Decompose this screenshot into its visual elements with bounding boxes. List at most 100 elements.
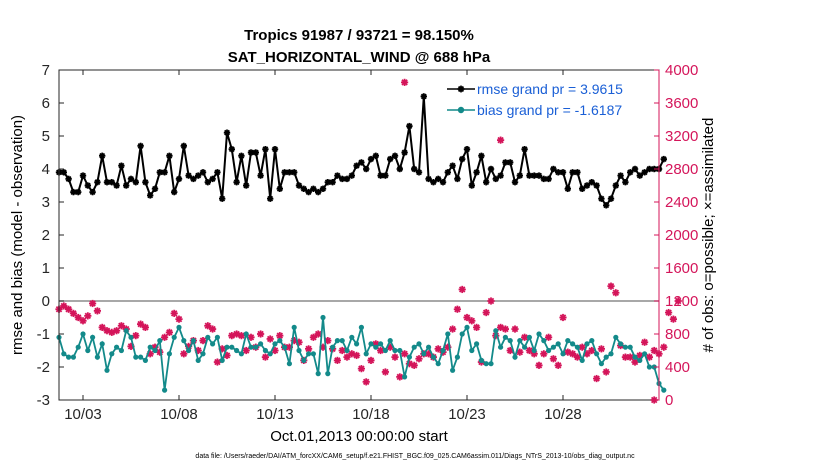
bias-point bbox=[296, 347, 302, 354]
obs-point-d2 bbox=[487, 297, 495, 305]
obs-point bbox=[353, 351, 361, 360]
obs-point bbox=[549, 355, 557, 363]
rmse-point bbox=[435, 175, 442, 183]
rmse-point-d2 bbox=[473, 169, 480, 176]
bias-point bbox=[85, 347, 91, 354]
rmse-point bbox=[190, 175, 197, 183]
rmse-point bbox=[79, 172, 87, 179]
obs-point bbox=[497, 136, 505, 144]
rmse-point bbox=[319, 185, 327, 192]
rmse-point-d2 bbox=[185, 172, 192, 179]
obs-point bbox=[98, 323, 106, 331]
bias-point bbox=[195, 357, 201, 363]
obs-point bbox=[79, 317, 87, 325]
bias-point bbox=[565, 338, 571, 344]
obs-point bbox=[410, 361, 418, 369]
obs-point-d2 bbox=[94, 307, 101, 315]
rmse-point-d2 bbox=[353, 162, 360, 169]
obs-point-d2 bbox=[511, 325, 519, 333]
rmse-point bbox=[334, 172, 341, 179]
rmse-point bbox=[607, 195, 615, 202]
obs-point-d2 bbox=[622, 353, 629, 361]
bias-point bbox=[579, 357, 585, 363]
rmse-point-d2 bbox=[310, 185, 317, 192]
right-tick-label: 2000 bbox=[665, 227, 698, 244]
bias-point bbox=[243, 331, 249, 337]
rmse-point-d2 bbox=[176, 175, 182, 182]
obs-point bbox=[458, 285, 466, 294]
legend-bias-label: bias grand pr = -1.6187 bbox=[477, 102, 622, 118]
rmse-point bbox=[406, 122, 413, 130]
rmse-point-d2 bbox=[128, 175, 134, 182]
obs-point-d2 bbox=[670, 315, 677, 323]
rmse-point bbox=[540, 175, 547, 183]
obs-point bbox=[621, 353, 629, 361]
obs-point bbox=[588, 346, 596, 355]
bias-point bbox=[603, 354, 609, 360]
rmse-point bbox=[147, 192, 154, 199]
bias-point bbox=[142, 357, 148, 363]
rmse-point-d2 bbox=[123, 182, 130, 189]
rmse-point bbox=[598, 195, 605, 202]
rmse-point-d2 bbox=[257, 172, 264, 179]
right-tick-label: 2800 bbox=[665, 161, 698, 178]
rmse-point-d2 bbox=[80, 172, 86, 179]
rmse-point bbox=[199, 169, 207, 176]
rmse-point-d2 bbox=[161, 169, 168, 176]
rmse-point-d2 bbox=[579, 185, 586, 192]
bias-point bbox=[426, 344, 432, 350]
rmse-point-d2 bbox=[531, 172, 538, 179]
rmse-point bbox=[310, 185, 317, 192]
obs-point bbox=[309, 333, 317, 341]
right-tick-label: 1200 bbox=[665, 293, 698, 310]
rmse-point bbox=[636, 172, 643, 179]
obs-point-d2 bbox=[391, 353, 399, 361]
rmse-point bbox=[103, 179, 111, 186]
obs-point-d2 bbox=[358, 365, 365, 372]
obs-point bbox=[74, 313, 82, 322]
left-y-axis-label: rmse and bias (model - observation) bbox=[9, 115, 26, 355]
bias-point bbox=[450, 367, 456, 373]
rmse-point-d2 bbox=[60, 169, 67, 176]
obs-point-d2 bbox=[242, 347, 250, 354]
bias-point bbox=[382, 347, 388, 354]
rmse-point bbox=[415, 169, 423, 176]
rmse-point bbox=[535, 172, 543, 179]
rmse-point bbox=[295, 182, 303, 189]
obs-point-d2 bbox=[60, 302, 68, 310]
left-tick-label: -1 bbox=[37, 326, 50, 343]
bias-point bbox=[584, 341, 590, 347]
bias-point bbox=[133, 354, 139, 360]
bias-point bbox=[354, 341, 360, 347]
obs-point-d2 bbox=[353, 352, 360, 359]
obs-point-d2 bbox=[521, 334, 528, 341]
bias-point bbox=[186, 347, 192, 354]
obs-point-d2 bbox=[74, 314, 82, 321]
obs-point bbox=[223, 351, 231, 360]
bias-point bbox=[238, 351, 244, 357]
rmse-point-d2 bbox=[171, 189, 178, 196]
bias-point bbox=[454, 354, 460, 360]
rmse-point bbox=[185, 172, 192, 179]
rmse-point-d2 bbox=[454, 175, 461, 182]
obs-point bbox=[540, 350, 548, 358]
obs-point-d2 bbox=[559, 314, 567, 321]
bias-point bbox=[90, 334, 96, 340]
obs-point-d2 bbox=[180, 350, 188, 358]
obs-point-d2 bbox=[434, 345, 442, 353]
obs-point-d2 bbox=[161, 334, 168, 341]
rmse-point-d2 bbox=[411, 166, 418, 172]
rmse-point bbox=[238, 152, 245, 159]
rmse-point bbox=[444, 169, 451, 176]
rmse-point-d2 bbox=[377, 172, 384, 179]
bias-point bbox=[301, 357, 307, 363]
rmse-point bbox=[612, 182, 619, 189]
rmse-point-d2 bbox=[70, 189, 77, 196]
rmse-point-d2 bbox=[392, 152, 398, 159]
bias-point bbox=[315, 371, 321, 377]
right-tick-label: 4000 bbox=[665, 62, 698, 79]
obs-point-d2 bbox=[314, 330, 322, 338]
obs-point bbox=[333, 356, 341, 364]
obs-point bbox=[170, 309, 178, 317]
rmse-point-d2 bbox=[238, 152, 245, 159]
